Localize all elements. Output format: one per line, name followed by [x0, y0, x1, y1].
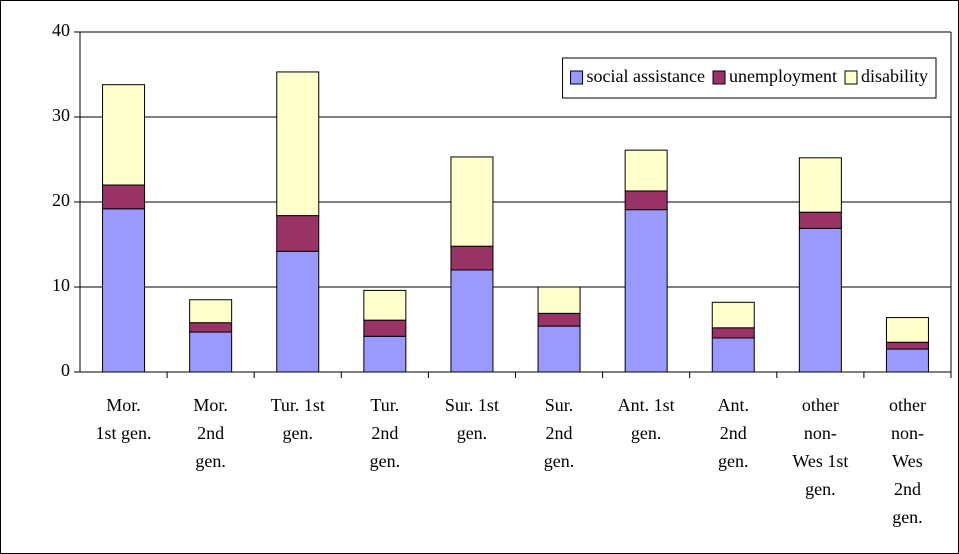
bar-segment — [624, 190, 668, 211]
bar-segment — [276, 250, 320, 373]
x-tick-label: Sur. 1st gen. — [445, 395, 499, 443]
legend: social assistance unemployment disability — [562, 57, 937, 99]
y-tick-label: 0 — [61, 360, 70, 380]
bar-segment — [537, 325, 581, 373]
bar-segment — [537, 286, 581, 314]
bar-segment — [798, 211, 842, 229]
x-tick-label: other non-Wes 1st gen. — [792, 395, 848, 499]
bar-segment — [885, 317, 929, 343]
bar-segment — [624, 209, 668, 373]
bar-segment — [189, 331, 233, 373]
x-tick-label: Mor. 1st gen. — [96, 395, 152, 443]
bar-segment — [363, 289, 407, 321]
bar-segment — [885, 348, 929, 373]
x-tick-label: Tur. 1st gen. — [271, 395, 325, 443]
legend-swatch — [844, 70, 858, 85]
bar-segment — [189, 322, 233, 333]
bar-segment — [537, 312, 581, 327]
bar-segment — [624, 149, 668, 192]
y-tick-label: 30 — [52, 105, 70, 125]
x-tick-label: other non-Wes 2nd gen. — [889, 395, 926, 527]
bar-segment — [102, 208, 146, 373]
bar-segment — [450, 156, 494, 247]
legend-label: social assistance — [587, 66, 705, 86]
legend-box — [562, 57, 937, 99]
bar-segment — [711, 327, 755, 339]
bar-segment — [102, 84, 146, 186]
x-tick-label: Tur. 2nd gen. — [370, 395, 401, 471]
legend-label: disability — [861, 66, 928, 86]
y-tick-label: 40 — [52, 20, 70, 40]
bar-segment — [450, 245, 494, 271]
x-tick-label: Sur. 2nd gen. — [544, 395, 575, 471]
legend-label: unemployment — [729, 66, 837, 86]
bar-segment — [711, 337, 755, 373]
bar-segment — [276, 215, 320, 252]
bar-segment — [363, 319, 407, 337]
bar-segment — [711, 301, 755, 329]
legend-swatch — [712, 70, 726, 85]
x-tick-label: Ant. 1st gen. — [618, 395, 675, 443]
bar-segment — [102, 184, 146, 210]
y-tick-label: 20 — [52, 190, 70, 210]
bar-segment — [276, 71, 320, 217]
axes: 0 10 20 30 40 Mor. 1st gen. Mor. 2nd gen. Tur. 1st… — [52, 20, 952, 527]
bar-segment — [798, 157, 842, 213]
bars — [102, 71, 929, 373]
bar-segment — [189, 299, 233, 324]
bar-segment — [885, 341, 929, 350]
bar-segment — [450, 269, 494, 373]
y-tick-label: 10 — [52, 275, 70, 295]
x-tick-label: Ant. 2nd gen. — [718, 395, 750, 471]
bar-segment — [363, 335, 407, 373]
legend-swatch — [570, 70, 584, 85]
x-tick-label: Mor. 2nd gen. — [193, 395, 228, 471]
bar-segment — [798, 227, 842, 373]
